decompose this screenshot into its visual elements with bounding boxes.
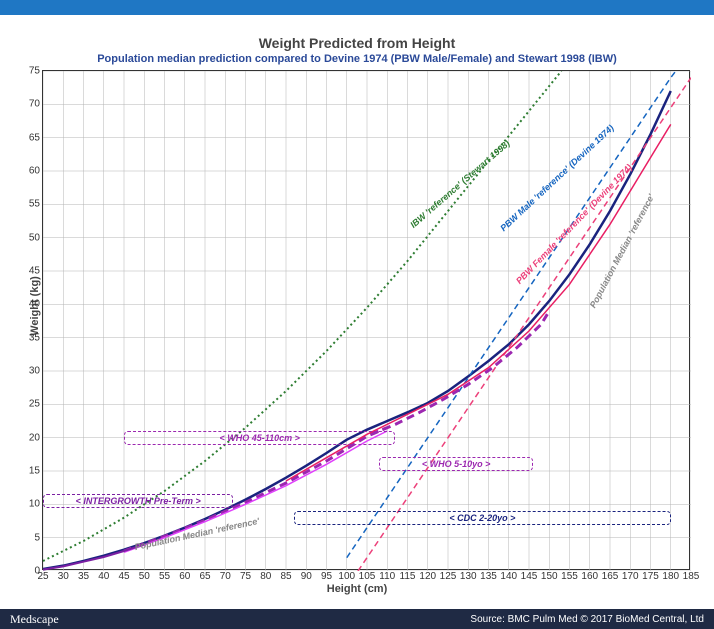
range-label: < INTERGROWTH Pre-Term > [43,494,233,508]
y-tick: 50 [29,232,43,243]
y-tick: 10 [29,499,43,510]
series-who_45_110_b [124,431,387,552]
y-tick: 35 [29,332,43,343]
y-tick: 30 [29,366,43,377]
y-tick: 0 [34,566,43,577]
chart-subtitle: Population median prediction compared to… [7,53,707,65]
x-axis-label: Height (cm) [7,583,707,595]
chart: Weight Predicted from Height Population … [7,15,707,597]
top-bar [0,0,714,15]
range-label: < WHO 45-110cm > [124,431,395,445]
chart-title: Weight Predicted from Height [7,35,707,51]
y-tick: 15 [29,466,43,477]
series-ibw_stewart [43,71,561,561]
range-label: < WHO 5-10yo > [379,457,533,471]
y-tick: 55 [29,199,43,210]
footer: Medscape Source: BMC Pulm Med © 2017 Bio… [0,609,714,629]
plot-area: 2530354045505560657075808590951001051101… [42,70,690,570]
range-label: < CDC 2-20yo > [294,511,671,525]
y-tick: 5 [34,532,43,543]
footer-source: Source: BMC Pulm Med © 2017 BioMed Centr… [470,614,704,625]
y-tick: 25 [29,399,43,410]
y-tick: 75 [29,66,43,77]
series-pbw_female [347,78,691,571]
series-pbw_male [347,71,691,558]
y-tick: 40 [29,299,43,310]
y-tick: 45 [29,266,43,277]
y-tick: 60 [29,166,43,177]
y-tick: 65 [29,132,43,143]
y-tick: 20 [29,432,43,443]
y-tick: 70 [29,99,43,110]
footer-logo: Medscape [10,612,59,627]
